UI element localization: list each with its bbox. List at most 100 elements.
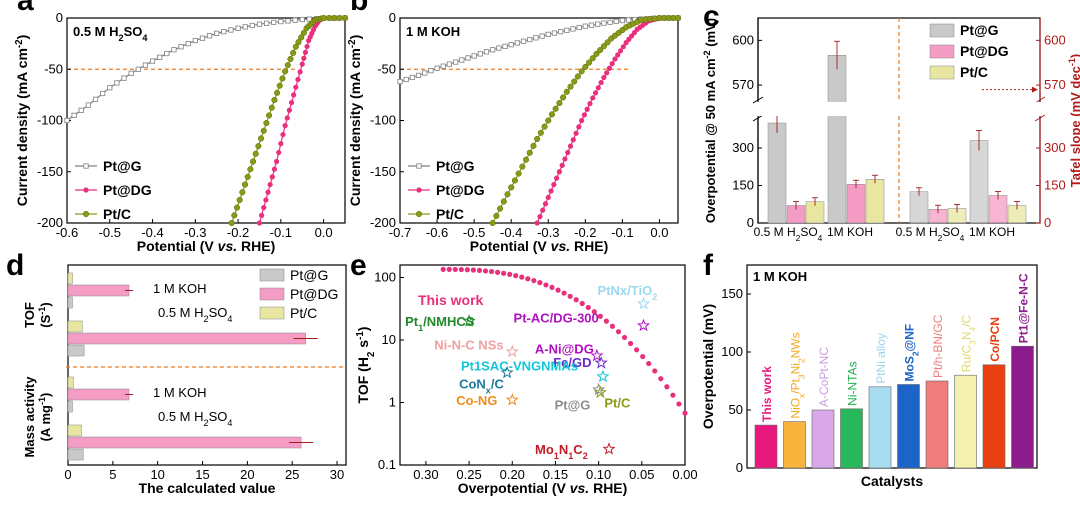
curve-point (470, 267, 477, 273)
x-tick-label: -0.2 (227, 225, 249, 240)
data-point (585, 59, 593, 66)
panel-letter: c (703, 0, 720, 33)
bar-Pt@G (67, 296, 73, 309)
data-point (261, 205, 267, 211)
curve-point (464, 267, 470, 273)
x-tick-label: 0.10 (586, 467, 611, 482)
curve-point (476, 267, 483, 274)
bar-Pt1@Fe-N-C (1011, 345, 1034, 469)
bar-Pt/C (67, 272, 73, 285)
data-point (291, 92, 297, 98)
curve-point (543, 282, 549, 288)
y-group-unit: (A mg-1) (37, 393, 53, 442)
x-tick-label: -0.4 (141, 225, 163, 240)
curve-point (664, 384, 670, 390)
data-point (397, 78, 403, 85)
y-axis-label: Overpotential (mV) (700, 304, 716, 429)
data-point (286, 107, 292, 113)
data-point (446, 61, 453, 67)
data-point (520, 38, 527, 44)
data-point (128, 70, 134, 76)
data-point (292, 17, 298, 23)
data-point (502, 43, 508, 49)
data-point (609, 61, 615, 67)
data-point (563, 88, 570, 95)
data-point (278, 18, 284, 25)
y-tick-label: 10 (382, 332, 396, 347)
data-point (273, 158, 280, 165)
data-point (490, 47, 496, 53)
data-point (403, 76, 409, 83)
curve-point (573, 297, 579, 303)
data-point (617, 48, 624, 54)
data-point (545, 194, 551, 200)
data-point (287, 55, 294, 63)
data-point (279, 75, 286, 82)
data-point (527, 36, 533, 43)
plot-frame-e (399, 264, 686, 466)
data-point (500, 198, 507, 205)
data-point (477, 51, 483, 57)
data-point (604, 39, 611, 46)
y2-axis-label: Tafel slope (mV dec-1) (1067, 54, 1080, 188)
bar-Ni-NTAs (840, 408, 863, 469)
data-point (554, 175, 560, 181)
data-point (595, 21, 601, 27)
legend-marker (82, 210, 90, 218)
literature-star (505, 344, 519, 358)
series-line-Pt@G (66, 17, 346, 121)
curve-point (646, 360, 652, 367)
catalyst-label: This work (760, 366, 774, 422)
data-point (558, 29, 564, 35)
y-tick-label: 100 (374, 270, 396, 285)
data-point (320, 14, 327, 22)
data-point (274, 89, 281, 96)
literature-star (602, 442, 616, 455)
data-point (504, 191, 511, 198)
data-point (265, 189, 271, 195)
data-point (149, 58, 156, 64)
curve-point (555, 287, 561, 293)
data-point (619, 17, 626, 24)
y-tick-label: -200 (370, 215, 396, 230)
literature-star (500, 365, 514, 379)
catalyst-label: A-CoPt-NC (817, 347, 831, 407)
x-tick-label: 20 (240, 467, 254, 482)
y-tick-label: 0 (56, 10, 63, 25)
literature-star (636, 318, 651, 332)
literature-star (636, 296, 651, 310)
curve-point (640, 353, 646, 360)
data-point (588, 22, 595, 28)
x-tick-label: 0.20 (500, 467, 525, 482)
data-point (606, 65, 613, 71)
bar-Pt@DG (67, 284, 130, 297)
data-point (258, 135, 265, 142)
literature-star (592, 382, 606, 396)
row-label: 0.5 M H2SO4 (158, 305, 232, 324)
data-point (235, 25, 241, 31)
x-tick-label: -0.1 (611, 225, 633, 240)
literature-label: Pt1SAC-VNGNMAs (461, 359, 578, 374)
catalyst-label: Co/PCN (988, 317, 1002, 362)
y2-tick-label: 600 (1044, 32, 1066, 47)
bar-break-gap (759, 102, 1039, 116)
x-tick-label: 0.25 (456, 467, 481, 482)
bar-Pt@DG (67, 332, 306, 345)
data-point (267, 181, 273, 188)
data-point (297, 69, 303, 75)
data-point (552, 105, 559, 112)
data-point (336, 14, 343, 22)
data-point (514, 40, 520, 46)
data-point (231, 212, 238, 219)
panel-d: 0 5 10 15 20 25 30 1 M KOH 0.5 M H2SO4 1 M KOH 0.5… (6, 249, 347, 496)
curve-point (488, 268, 495, 275)
data-point (556, 100, 563, 107)
data-point (522, 156, 530, 163)
data-point (284, 62, 291, 69)
data-point (508, 42, 514, 48)
data-point (459, 57, 465, 63)
series-line-Pt@G (399, 17, 678, 83)
x-tick-label: -0.6 (426, 225, 448, 240)
data-point (545, 31, 551, 38)
legend-swatch (929, 44, 955, 59)
